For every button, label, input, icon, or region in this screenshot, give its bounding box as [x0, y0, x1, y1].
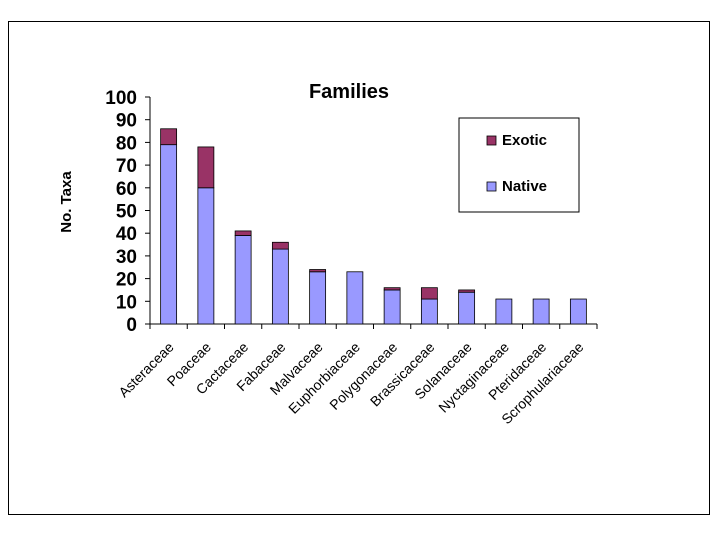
bar-native-nyctaginaceae — [495, 298, 513, 325]
bars — [160, 128, 587, 325]
bar-exotic-solanaceae — [458, 289, 476, 293]
legend-swatch-native — [486, 181, 497, 192]
bar-native-malvaceae — [309, 271, 327, 325]
bar-native-poaceae — [197, 187, 215, 325]
y-tick-label: 80 — [116, 133, 137, 154]
bar-native-fabaceae — [271, 248, 289, 325]
bar-exotic-malvaceae — [309, 269, 327, 273]
y-tick-label: 60 — [116, 179, 137, 200]
legend-label-exotic: Exotic — [502, 132, 547, 149]
bar-native-cactaceae — [234, 235, 252, 325]
y-tick-label: 0 — [126, 315, 137, 336]
category-labels: AsteraceaePoaceaeCactaceaeFabaceaeMalvac… — [115, 339, 586, 428]
y-tick-label: 30 — [116, 247, 137, 268]
bar-native-solanaceae — [458, 291, 476, 325]
bar-native-euphorbiaceae — [346, 271, 364, 325]
bar-native-brassicaceae — [420, 298, 438, 325]
legend-swatch-exotic — [486, 135, 497, 146]
bar-exotic-cactaceae — [234, 230, 252, 236]
y-tick-label: 100 — [105, 88, 137, 109]
bar-exotic-brassicaceae — [420, 287, 438, 300]
bar-native-scrophulariaceae — [569, 298, 587, 325]
bar-exotic-poaceae — [197, 146, 215, 189]
y-axis-label: No. Taxa — [58, 171, 75, 233]
bar-native-asteraceae — [160, 144, 178, 325]
bar-exotic-asteraceae — [160, 128, 178, 146]
legend-label-native: Native — [502, 178, 547, 195]
y-tick-label: 90 — [116, 111, 137, 132]
bar-native-polygonaceae — [383, 289, 401, 325]
legend-box — [458, 117, 580, 213]
x-axis — [149, 323, 598, 329]
y-tick-label: 40 — [116, 224, 137, 245]
y-tick-label: 70 — [116, 156, 137, 177]
chart-title: Families — [309, 81, 389, 103]
legend: Exotic Native — [458, 117, 580, 213]
y-tick-label: 50 — [116, 202, 137, 223]
bar-exotic-fabaceae — [271, 241, 289, 250]
y-tick-label: 20 — [116, 270, 137, 291]
x-tick-label: Asteraceae — [115, 339, 177, 401]
y-tick-label: 10 — [116, 292, 137, 313]
bar-exotic-polygonaceae — [383, 287, 401, 291]
chart-frame — [8, 21, 710, 515]
bar-native-pteridaceae — [532, 298, 550, 325]
